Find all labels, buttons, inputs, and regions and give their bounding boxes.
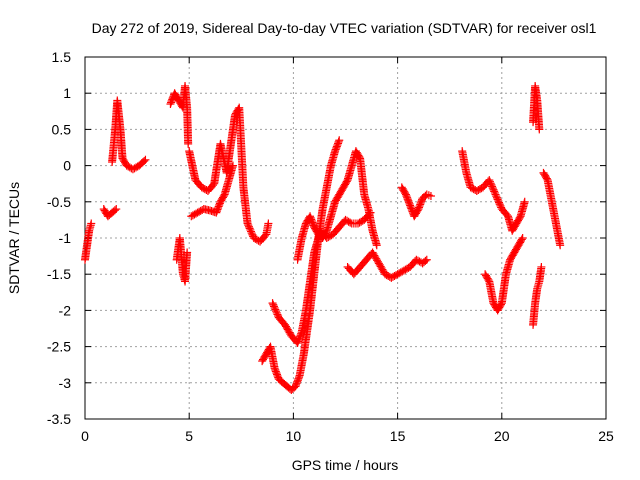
series-s15 — [529, 81, 544, 134]
series-s3 — [108, 96, 150, 174]
data-point — [110, 206, 119, 215]
y-axis-label: SDTVAR / TECUs — [6, 182, 22, 294]
series-s2 — [99, 205, 121, 221]
x-tick-label: 5 — [185, 428, 193, 444]
x-axis-label: GPS time / hours — [292, 457, 399, 473]
data-point — [141, 155, 150, 164]
data-point — [335, 136, 344, 145]
data-point — [264, 219, 273, 228]
y-tick-label: -1 — [59, 230, 72, 246]
series-s9 — [268, 208, 375, 347]
series-s8 — [258, 136, 344, 395]
data-point — [184, 139, 193, 148]
y-tick-label: -2 — [59, 302, 72, 318]
x-tick-label: 15 — [390, 428, 406, 444]
y-tick-label: -3 — [59, 375, 72, 391]
x-tick-label: 0 — [81, 428, 89, 444]
data-point — [422, 255, 431, 264]
data-point — [346, 218, 355, 227]
y-tick-label: 0.5 — [52, 121, 72, 137]
series-s1 — [81, 219, 96, 264]
data-point — [421, 256, 430, 265]
chart-title: Day 272 of 2019, Sidereal Day-to-day VTE… — [92, 20, 597, 36]
grid — [85, 57, 606, 419]
series-s12 — [397, 183, 435, 221]
data-point — [426, 192, 435, 201]
y-tick-label: 1.5 — [52, 49, 72, 65]
series-s13 — [458, 147, 529, 235]
data-point — [520, 197, 529, 206]
series-s16 — [529, 262, 546, 329]
data-point — [228, 161, 237, 170]
data-point — [535, 125, 544, 134]
series-s7 — [187, 161, 237, 221]
series-s17 — [539, 168, 565, 250]
data-point — [537, 262, 546, 271]
data-point — [518, 234, 527, 242]
series-s5 — [172, 234, 192, 286]
axis-ticks — [84, 56, 607, 420]
x-tick-label: 10 — [286, 428, 302, 444]
y-tick-label: 0 — [63, 158, 71, 174]
data-point — [112, 205, 121, 214]
x-tick-labels: 0 5 10 15 20 25 — [81, 428, 614, 444]
y-tick-label: 1 — [63, 85, 71, 101]
y-tick-label: -0.5 — [47, 194, 71, 210]
y-tick-label: -3.5 — [47, 411, 71, 427]
data-point — [183, 248, 192, 257]
series-s4 — [166, 81, 193, 148]
data-point — [87, 219, 96, 228]
series-s10 — [293, 147, 381, 264]
data-point — [517, 235, 526, 244]
series-s11 — [343, 248, 431, 282]
data-point — [556, 241, 565, 250]
x-tick-label: 25 — [598, 428, 614, 444]
y-tick-label: -2.5 — [47, 339, 71, 355]
x-tick-label: 20 — [494, 428, 510, 444]
data-point — [372, 241, 381, 250]
y-tick-labels: 1.5 1 0.5 0 -0.5 -1 -1.5 -2 -2.5 -3 -3.5 — [47, 49, 71, 427]
series-s14 — [481, 234, 527, 315]
data-points — [81, 81, 565, 395]
data-point — [140, 156, 149, 165]
y-tick-label: -1.5 — [47, 266, 71, 282]
